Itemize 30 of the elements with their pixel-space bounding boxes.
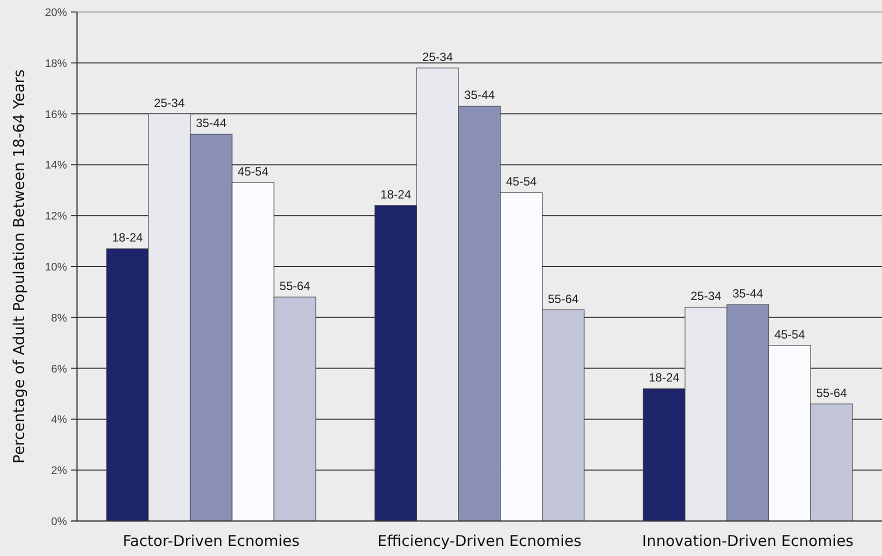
- y-tick-label: 0%: [51, 516, 68, 528]
- text: 18-24: [648, 370, 680, 385]
- y-tick-label: 20%: [44, 7, 68, 19]
- text: 35-44: [464, 88, 495, 102]
- y-tick-label: 8%: [51, 312, 68, 324]
- y-axis-title: Percentage of Adult Population Between 18-64 Years: [10, 69, 28, 464]
- text: 35-44: [732, 286, 764, 301]
- x-tick-label: Factor-Driven Ecnomies: [122, 532, 300, 550]
- series-label: 18-24: [112, 230, 144, 245]
- text: 45-54: [506, 174, 537, 189]
- y-tick-label: 2%: [51, 465, 68, 478]
- text: 18-24: [380, 187, 412, 202]
- series-label: 35-44: [196, 116, 227, 130]
- series-label: 45-54: [238, 164, 269, 179]
- series-label: 55-64: [280, 279, 311, 294]
- y-tick-label: 18%: [44, 58, 68, 70]
- text: 45-54: [774, 327, 806, 342]
- text: 25-34: [154, 96, 185, 110]
- text: 55-64: [816, 386, 847, 400]
- y-tick-label: 14%: [44, 160, 68, 172]
- y-tick-label: 4%: [51, 414, 68, 426]
- y-tick-label: 10%: [44, 262, 68, 274]
- series-label: 25-34: [422, 50, 454, 64]
- y-tick-label: 12%: [44, 210, 68, 223]
- text: 25-34: [690, 289, 722, 304]
- x-tick-label: Innovation-Driven Ecnomies: [642, 532, 854, 550]
- y-tick-label: 6%: [51, 363, 68, 376]
- y-tick-label: 16%: [44, 108, 68, 121]
- text: 55-64: [548, 292, 579, 306]
- x-tick-label: Efficiency-Driven Ecnomies: [378, 532, 582, 550]
